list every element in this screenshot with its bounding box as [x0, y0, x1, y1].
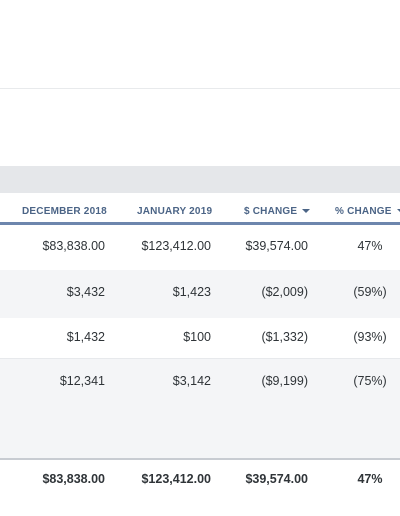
- top-divider: [0, 88, 400, 89]
- sort-caret-icon[interactable]: [396, 209, 400, 213]
- cell-january: $3,142: [172, 374, 211, 388]
- total-dollar-change: $39,574.00: [245, 472, 308, 486]
- column-header-dollar-change[interactable]: $ CHANGE: [244, 206, 311, 217]
- sort-caret-icon[interactable]: [302, 209, 311, 213]
- total-january: $123,412.00: [141, 472, 211, 486]
- cell-december: $83,838.00: [42, 239, 105, 253]
- total-percent-change: 47%: [357, 472, 383, 486]
- cell-january: $1,423: [172, 285, 211, 299]
- cell-january: $100: [183, 330, 211, 344]
- table-header: DECEMBER 2018 JANUARY 2019 $ CHANGE % CH…: [0, 193, 400, 225]
- cell-percent-change: (59%): [353, 285, 387, 299]
- cell-dollar-change: ($1,332): [261, 330, 308, 344]
- cell-percent-change: 47%: [357, 239, 383, 253]
- cell-dollar-change: ($2,009): [261, 285, 308, 299]
- cell-january: $123,412.00: [141, 239, 211, 253]
- comparison-table: DECEMBER 2018 JANUARY 2019 $ CHANGE % CH…: [0, 193, 400, 508]
- cell-percent-change: (75%): [353, 374, 387, 388]
- cell-dollar-change: $39,574.00: [245, 239, 308, 253]
- cell-december: $1,432: [66, 330, 105, 344]
- table-row: $12,341 $3,142 ($9,199) (75%): [0, 359, 400, 458]
- table-row: $83,838.00 $123,412.00 $39,574.00 47%: [0, 225, 400, 270]
- table-row: $3,432 $1,423 ($2,009) (59%): [0, 270, 400, 318]
- column-header-percent-change[interactable]: % CHANGE: [335, 206, 400, 217]
- cell-dollar-change: ($9,199): [261, 374, 308, 388]
- cell-percent-change: (93%): [353, 330, 387, 344]
- column-header-december-2018[interactable]: DECEMBER 2018: [22, 206, 107, 217]
- total-december: $83,838.00: [42, 472, 105, 486]
- table-title-band: [0, 166, 400, 193]
- table-total-row: $83,838.00 $123,412.00 $39,574.00 47%: [0, 458, 400, 508]
- cell-december: $3,432: [66, 285, 105, 299]
- table-row: $1,432 $100 ($1,332) (93%): [0, 318, 400, 359]
- cell-december: $12,341: [59, 374, 105, 388]
- column-header-january-2019[interactable]: JANUARY 2019: [137, 206, 213, 217]
